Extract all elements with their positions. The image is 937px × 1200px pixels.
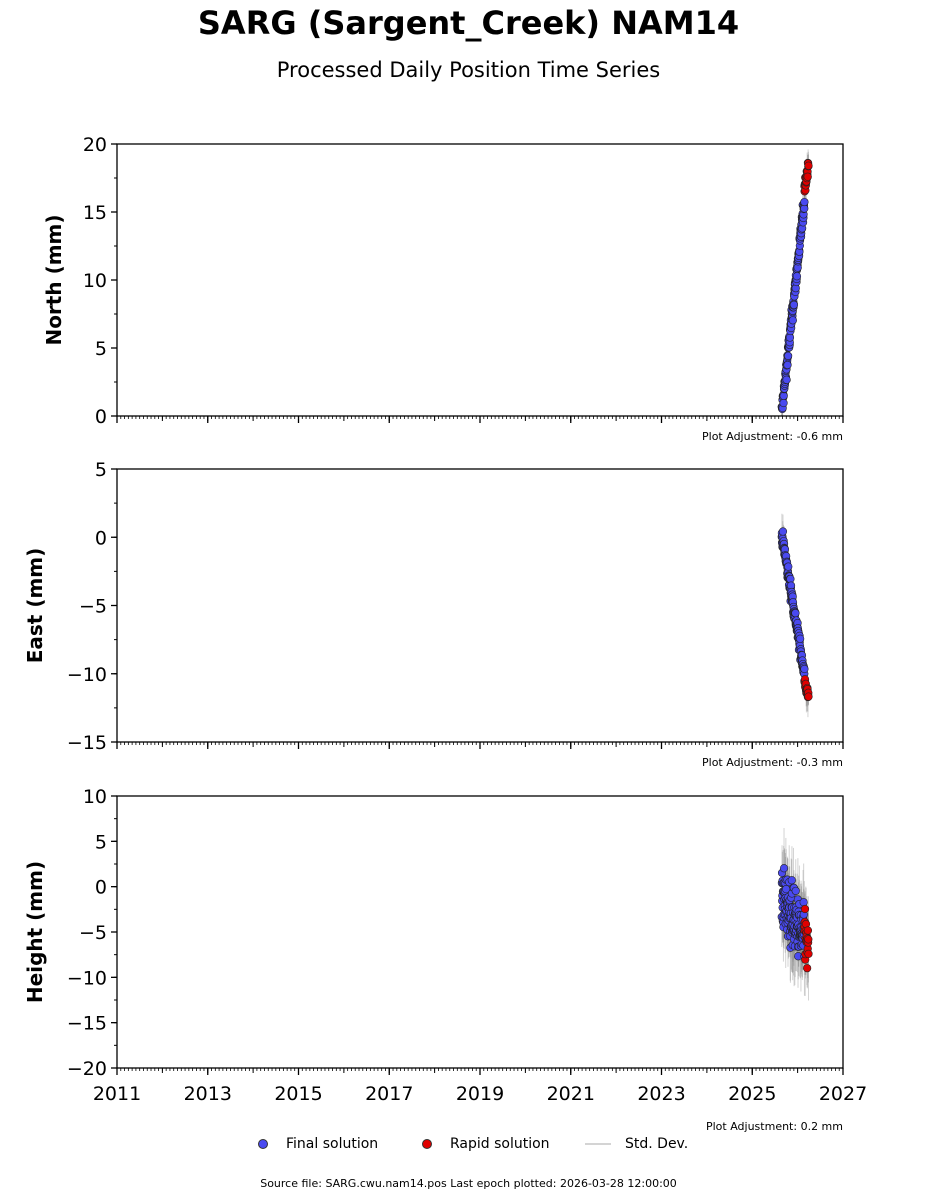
panel-2-final-point <box>800 664 809 674</box>
panel-2-final-point <box>791 609 800 618</box>
panel-3-ytick-label: −20 <box>67 1058 107 1080</box>
panel-3-ytick-label: 5 <box>95 831 107 853</box>
legend: Final solution Rapid solution Std. Dev. <box>0 1136 937 1158</box>
panel-1-final-point <box>783 360 792 370</box>
panel-3-ytick-label: −10 <box>67 967 107 989</box>
panel-1-rapid-point <box>804 161 813 170</box>
chart-title: SARG (Sargent_Creek) NAM14 <box>197 4 740 42</box>
panel-3-xtick-label: 2027 <box>819 1083 867 1105</box>
legend-std-label: Std. Dev. <box>625 1136 689 1152</box>
panel-3-ytick-label: −15 <box>67 1013 107 1035</box>
panel-2-ytick-label: −10 <box>67 664 107 686</box>
panel-3-final-point <box>791 886 800 896</box>
panel-1-ylabel: North (mm) <box>42 214 66 345</box>
panel-3-final-point <box>799 898 808 907</box>
panel-3-ylabel: Height (mm) <box>23 861 47 1003</box>
panel-3-rapid-point <box>803 964 812 973</box>
rapid-marker-icon <box>422 1139 432 1149</box>
panel-2-ylabel: East (mm) <box>23 548 47 664</box>
panel-1-points-group <box>777 158 813 414</box>
panel-1-ytick-label: 15 <box>83 202 107 224</box>
panel-3-final-point <box>779 864 789 873</box>
panel-3-xtick-label: 2013 <box>184 1083 232 1105</box>
panel-3-plot-adjustment: Plot Adjustment: 0.2 mm <box>706 1120 843 1133</box>
panel-2-ytick-label: 0 <box>95 527 107 549</box>
panel-1-final-point <box>782 375 791 384</box>
panel-2-points-group <box>777 527 813 702</box>
std-line-icon <box>585 1143 611 1145</box>
final-marker-icon <box>258 1139 268 1149</box>
panel-2-ytick-label: −15 <box>67 732 107 754</box>
panel-3-rapid-point <box>800 904 810 914</box>
panel-2-final-point <box>778 527 788 536</box>
panel-2-final-point <box>796 634 805 643</box>
panel-3-xtick-label: 2023 <box>637 1083 685 1105</box>
panel-1-final-point <box>788 316 797 325</box>
panel-1-ytick-label: 0 <box>95 406 107 428</box>
panel-3-points-group <box>777 864 813 973</box>
panel-3-xtick-label: 2019 <box>456 1083 504 1105</box>
panel-1-final-point <box>784 351 793 361</box>
panel-3-xtick-label: 2017 <box>365 1083 413 1105</box>
panel-2-ytick-label: −5 <box>79 596 107 618</box>
panel-3-xtick-label: 2021 <box>547 1083 595 1105</box>
legend-rapid: Rapid solution <box>422 1136 550 1152</box>
legend-std: Std. Dev. <box>585 1136 688 1152</box>
panel-3-xtick-label: 2025 <box>728 1083 776 1105</box>
legend-rapid-label: Rapid solution <box>450 1136 550 1152</box>
panel-1-ytick-label: 5 <box>95 338 107 360</box>
panel-3-frame <box>116 795 844 1069</box>
panel-3-ytick-label: 0 <box>95 877 107 899</box>
source-footer: Source file: SARG.cwu.nam14.pos Last epo… <box>260 1177 677 1190</box>
panel-1-plot-adjustment: Plot Adjustment: -0.6 mm <box>702 430 843 443</box>
panel-1-final-point <box>792 272 802 281</box>
panel-1-final-point <box>779 391 788 401</box>
panel-3-xtick-label: 2015 <box>274 1083 322 1105</box>
panel-2-frame <box>116 468 844 743</box>
panel-1-final-point <box>779 398 788 408</box>
chart-subtitle: Processed Daily Position Time Series <box>276 58 661 82</box>
panel-2-rapid-point <box>804 692 813 701</box>
panel-1-ytick-label: 10 <box>83 270 107 292</box>
panel-3-final-point <box>787 876 796 885</box>
panel-2-plot-adjustment: Plot Adjustment: -0.3 mm <box>702 756 843 769</box>
panel-3-ytick-label: 10 <box>83 786 107 808</box>
panel-1-frame <box>116 143 844 417</box>
panel-1-final-point <box>800 197 809 207</box>
panel-3-rapid-point <box>804 949 813 958</box>
panel-1-rapid-point <box>803 172 812 181</box>
panel-3-ytick-label: −5 <box>79 922 107 944</box>
panel-3-rapid-point <box>804 935 813 944</box>
panel-1-ytick-label: 20 <box>83 134 107 156</box>
panel-2-ytick-label: 5 <box>95 459 107 481</box>
panel-3-rapid-point <box>803 926 813 935</box>
panel-1-final-point <box>789 300 799 309</box>
panel-2-final-point <box>784 562 793 571</box>
legend-final: Final solution <box>258 1136 378 1152</box>
legend-final-label: Final solution <box>286 1136 379 1152</box>
panel-3-xtick-label: 2011 <box>93 1083 141 1105</box>
